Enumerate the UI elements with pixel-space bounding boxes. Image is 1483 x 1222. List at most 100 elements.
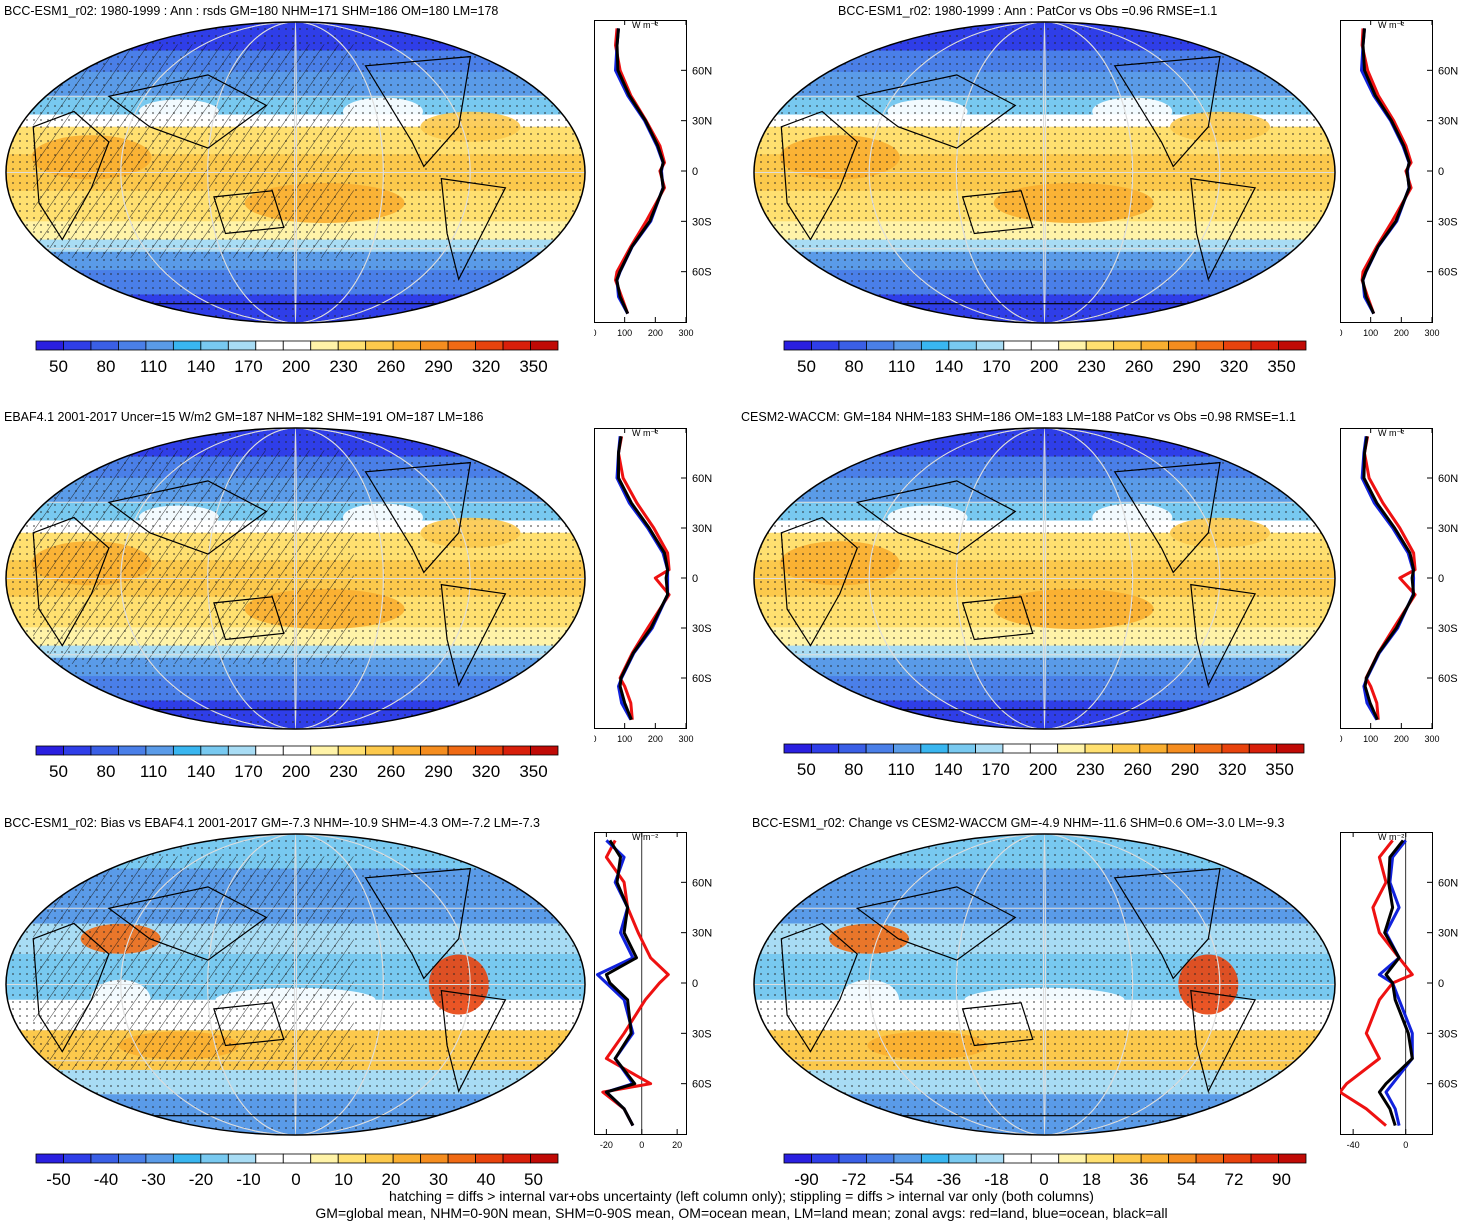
colorbar-swatch: [118, 745, 147, 756]
zonal-x-tick: 0: [594, 734, 597, 744]
zonal-lat-tick: 30S: [1438, 216, 1458, 228]
zonal-lat-tick: 60S: [1438, 1079, 1458, 1091]
colorbar-swatch: [475, 1153, 504, 1164]
colorbar-label: 50: [49, 762, 68, 781]
colorbar-swatch: [90, 745, 119, 756]
colorbar-swatch: [1250, 1153, 1279, 1164]
colorbar-swatch: [1030, 340, 1060, 351]
zonal-x-tick: 0: [639, 1140, 644, 1150]
colorbar-swatch: [255, 340, 284, 351]
colorbar-swatch: [1003, 1153, 1032, 1164]
colorbar-swatch: [783, 1153, 812, 1164]
zonal-series-all: [1377, 839, 1414, 1127]
zonal-mean-plot: W m⁻² 60N 30N 0 30S 60S 0 100 200 300: [1340, 428, 1458, 744]
colorbar-label: 290: [424, 357, 453, 376]
colorbar: [35, 1153, 559, 1164]
colorbar-swatch: [200, 745, 229, 756]
panel-title: BCC-ESM1_r02: 1980-1999 : Ann : PatCor v…: [838, 4, 1218, 18]
colorbar-swatch: [893, 340, 922, 351]
colorbar-swatch: [502, 1153, 531, 1164]
colorbar: [783, 1153, 1307, 1164]
colorbar-swatch: [1112, 743, 1141, 754]
colorbar-label: 260: [1124, 357, 1154, 376]
zonal-lat-tick: 30S: [692, 216, 712, 228]
colorbar-swatch: [1248, 743, 1278, 754]
colorbar-swatch: [392, 340, 422, 351]
map: [5, 21, 586, 324]
map: [753, 21, 1336, 324]
zonal-lat-tick: 60S: [692, 673, 712, 685]
footer-line-2: GM=global mean, NHM=0-90N mean, SHM=0-90…: [315, 1205, 1168, 1221]
colorbar-label: 290: [1172, 357, 1201, 376]
colorbar-swatch: [337, 745, 367, 756]
colorbar-swatch: [200, 1153, 229, 1164]
colorbar-swatch: [1139, 743, 1168, 754]
zonal-lat-tick: 60N: [1438, 473, 1458, 485]
colorbar-label: 50: [49, 357, 68, 376]
colorbar-swatch: [90, 340, 119, 351]
colorbar-swatch: [1029, 743, 1059, 754]
colorbar-swatch: [1085, 1153, 1115, 1164]
colorbar-label: 260: [376, 357, 406, 376]
colorbar-swatch: [1223, 1153, 1252, 1164]
colorbar-label: 140: [934, 357, 964, 376]
colorbar-label: 36: [1129, 1170, 1149, 1189]
zonal-lat-tick: 60S: [692, 1079, 712, 1091]
map: [5, 427, 586, 730]
zonal-x-tick: 300: [678, 734, 693, 744]
colorbar-label: 320: [471, 762, 501, 781]
zonal-lat-tick: 60N: [1438, 877, 1458, 889]
colorbar-swatch: [145, 745, 174, 756]
colorbar-label: 80: [96, 357, 116, 376]
colorbar-swatch: [1003, 340, 1032, 351]
colorbar-label: 0: [291, 1170, 301, 1189]
colorbar-label: 50: [797, 357, 816, 376]
colorbar-label: 140: [186, 357, 216, 376]
colorbar-swatch: [63, 1153, 92, 1164]
colorbar-label: 170: [982, 357, 1011, 376]
colorbar-swatch: [227, 745, 257, 756]
zonal-lat-tick: 30S: [1438, 623, 1458, 635]
colorbar-label: 110: [887, 357, 916, 376]
colorbar-swatch: [227, 340, 257, 351]
colorbar-swatch: [948, 1153, 977, 1164]
zonal-series-all: [1361, 28, 1411, 315]
zonal-unit-label: W m⁻²: [632, 428, 658, 438]
zonal-x-tick: 200: [1394, 734, 1409, 744]
zonal-unit-label: W m⁻²: [1378, 832, 1404, 842]
colorbar-swatch: [1084, 743, 1113, 754]
colorbar-swatch: [63, 745, 92, 756]
colorbar-swatch: [447, 340, 476, 351]
zonal-series-land: [614, 28, 666, 315]
colorbar-swatch: [200, 340, 229, 351]
colorbar-label: 140: [934, 760, 963, 779]
colorbar-label: 230: [1076, 760, 1105, 779]
panel-title: EBAF4.1 2001-2017 Uncer=15 W/m2 GM=187 N…: [4, 410, 484, 424]
colorbar-swatch: [282, 745, 312, 756]
colorbar-swatch: [893, 743, 922, 754]
colorbar-label: -18: [984, 1170, 1009, 1189]
colorbar-swatch: [975, 1153, 1005, 1164]
zonal-series-all: [1362, 436, 1416, 721]
colorbar-label: 230: [1077, 357, 1106, 376]
colorbar-swatch: [1195, 1153, 1224, 1164]
colorbar-label: -20: [188, 1170, 214, 1189]
zonal-series-ocean: [614, 28, 665, 315]
colorbar-swatch: [1168, 1153, 1197, 1164]
colorbar-label: 350: [1267, 357, 1296, 376]
colorbar-swatch: [282, 1153, 312, 1164]
zonal-x-tick: 200: [1394, 328, 1409, 338]
colorbar-label: 10: [334, 1170, 353, 1189]
colorbar-swatch: [337, 340, 367, 351]
colorbar-label: -72: [841, 1170, 867, 1189]
colorbar-swatch: [310, 745, 339, 756]
footer-line-1: hatching = diffs > internal var+obs unce…: [389, 1188, 1094, 1204]
colorbar-swatch: [947, 743, 976, 754]
zonal-lat-tick: 0: [1438, 166, 1444, 178]
colorbar-swatch: [1278, 1153, 1307, 1164]
colorbar-label: 80: [844, 760, 864, 779]
colorbar-swatch: [255, 745, 284, 756]
zonal-x-tick: 300: [678, 328, 693, 338]
colorbar-label: 30: [429, 1170, 448, 1189]
zonal-x-tick: 200: [648, 328, 663, 338]
